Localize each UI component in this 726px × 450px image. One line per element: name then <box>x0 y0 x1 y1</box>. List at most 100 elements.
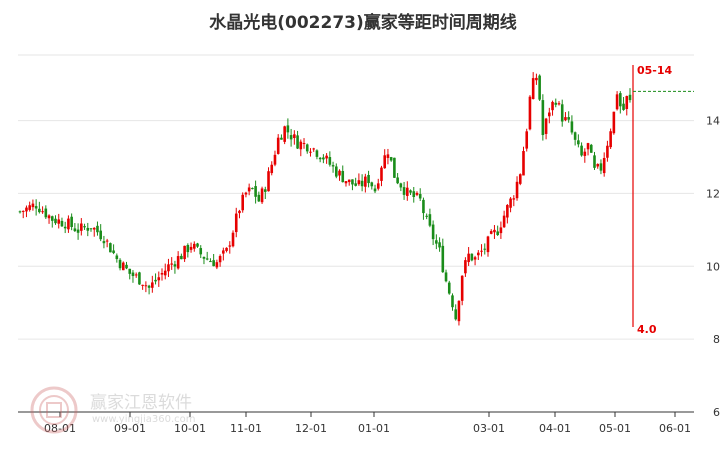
candle-body <box>305 144 309 152</box>
candle-body <box>147 285 151 288</box>
candle-body <box>267 171 270 192</box>
candle-body <box>28 205 31 210</box>
candle-body <box>509 198 512 208</box>
candle-body <box>602 157 606 174</box>
candle-body <box>551 101 554 111</box>
candle-body <box>44 208 48 218</box>
candle-body <box>499 227 503 234</box>
candle-body <box>589 144 593 153</box>
candle-body <box>325 155 328 159</box>
candle-body <box>96 225 99 233</box>
candle-body <box>167 264 170 272</box>
candle-body <box>425 215 428 217</box>
x-tick-label: 10-01 <box>174 422 206 435</box>
candle-body <box>205 258 209 260</box>
candle-body <box>318 157 322 160</box>
candle-body <box>92 227 96 230</box>
candle-body <box>183 245 186 260</box>
candle-body <box>428 214 432 226</box>
candle-body <box>451 295 454 308</box>
candle-body <box>38 208 41 213</box>
x-tick-label: 01-01 <box>358 422 390 435</box>
candle-body <box>483 248 487 250</box>
candle-body <box>196 243 199 247</box>
candle-body <box>415 192 419 195</box>
candle-body <box>522 151 525 176</box>
candle-body <box>454 309 458 320</box>
candle-body <box>406 187 409 196</box>
candle-body <box>176 256 180 269</box>
candle-body <box>331 165 335 167</box>
candle-body <box>296 135 299 149</box>
candle-body <box>431 224 435 240</box>
candle-body <box>596 164 600 167</box>
x-tick-label: 12-01 <box>295 422 327 435</box>
candle-body <box>80 223 83 231</box>
candle-body <box>354 183 357 186</box>
grid-layer <box>18 54 694 413</box>
candle-body <box>50 216 54 221</box>
candle-body <box>341 170 345 183</box>
candle-body <box>134 274 138 276</box>
candle-body <box>192 243 196 249</box>
x-tick-label: 05-01 <box>599 422 631 435</box>
y-tick-label: 6 <box>713 406 720 419</box>
candle-body <box>144 285 148 287</box>
x-tick-label: 04-01 <box>539 422 571 435</box>
candle-body <box>257 194 261 202</box>
y-tick-label: 14 <box>706 115 720 128</box>
candle-body <box>241 194 244 211</box>
candle-body <box>334 166 338 177</box>
candle-body <box>625 96 629 109</box>
candle-body <box>189 246 193 250</box>
candle-body <box>502 215 506 228</box>
candle-body <box>186 244 190 253</box>
candle-body <box>202 256 206 259</box>
candle-body <box>548 112 551 117</box>
candle-body <box>302 143 306 145</box>
candle-body <box>435 240 438 244</box>
candle-body <box>70 216 73 227</box>
candle-body <box>309 151 312 153</box>
candle-body <box>289 135 293 140</box>
candle-body <box>489 231 493 234</box>
candle-body <box>441 245 445 273</box>
candle-body <box>538 75 541 100</box>
watermark-logo-icon <box>30 386 78 434</box>
candle-body <box>535 77 538 81</box>
candle-body <box>102 241 106 244</box>
candle-body <box>338 170 341 176</box>
candle-body <box>25 207 28 212</box>
candle-body <box>199 248 203 255</box>
candle-body <box>109 243 112 253</box>
candle-body <box>225 247 228 251</box>
candle-body <box>283 126 286 142</box>
candle-body <box>276 137 280 154</box>
candle-body <box>560 104 564 122</box>
candle-body <box>486 236 490 253</box>
cycle-value-label: 4.0 <box>637 323 657 336</box>
candle-body <box>383 155 387 169</box>
candle-body <box>360 180 364 187</box>
candle-body <box>18 211 22 213</box>
y-tick-label: 8 <box>713 333 720 346</box>
candle-body <box>389 157 393 161</box>
candle-body <box>564 117 567 121</box>
watermark-url: www.yingjia360.com <box>92 414 196 425</box>
candle-body <box>577 140 580 145</box>
x-tick-label: 11-01 <box>230 422 262 435</box>
candle-body <box>373 188 377 192</box>
candle-body <box>480 250 483 252</box>
axis-layer: 14 12 10 8 6 08-01 09-01 10-01 11-01 12-01 01-01 03… <box>18 115 720 435</box>
candle-body <box>528 96 532 130</box>
candle-body <box>286 125 290 133</box>
candle-body <box>506 205 509 218</box>
candle-body <box>496 231 499 235</box>
candle-body <box>380 167 383 181</box>
candle-body <box>99 230 102 240</box>
annotation-layer: 05-14 4.0 <box>632 64 694 336</box>
candle-body <box>412 191 416 198</box>
candle-body <box>399 183 403 188</box>
candle-body <box>260 188 264 203</box>
candle-body <box>231 232 235 247</box>
